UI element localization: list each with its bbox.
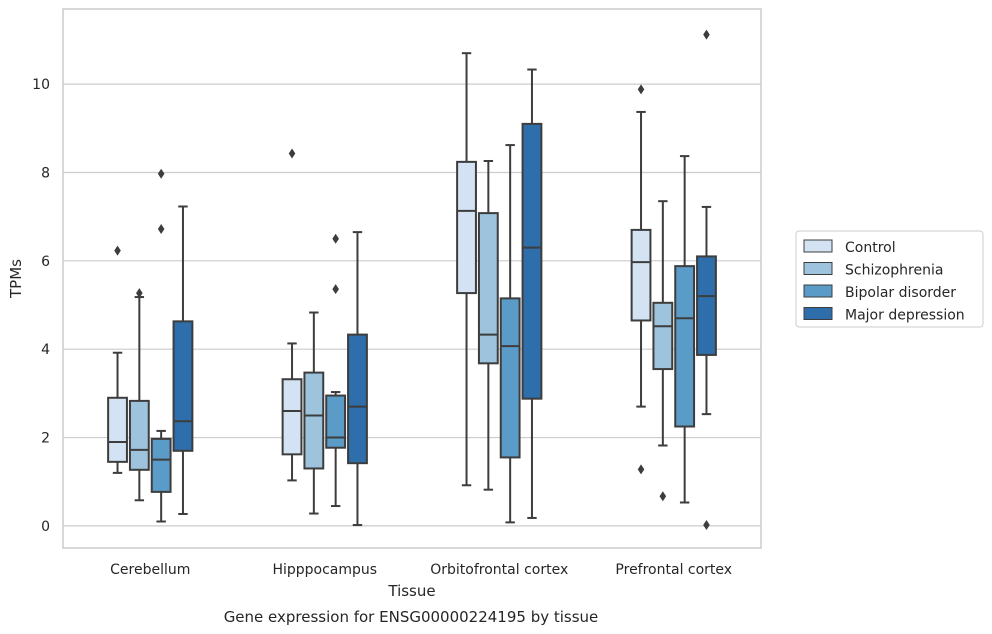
outlier-point: [136, 288, 143, 299]
y-tick-label: 4: [41, 342, 50, 358]
x-tick-label: Cerebellum: [110, 562, 190, 578]
y-axis-label: TPMs: [7, 259, 25, 299]
legend-label: Control: [845, 240, 896, 256]
outlier-point: [157, 224, 165, 235]
outlier-point: [703, 520, 710, 531]
y-tick-label: 2: [41, 431, 50, 447]
legend-frame: [795, 230, 984, 328]
outlier-point: [114, 245, 121, 256]
x-tick-label: Orbitofrontal cortex: [430, 562, 568, 578]
box: [150, 168, 172, 523]
outlier-point: [332, 284, 339, 295]
box-body: [499, 297, 521, 459]
box-groups: [107, 29, 717, 531]
box-body: [477, 212, 499, 365]
legend-swatch: [803, 284, 833, 298]
outlier-point: [703, 29, 710, 40]
chart-caption: Gene expression for ENSG00000224195 by t…: [224, 608, 599, 626]
box: [696, 29, 717, 531]
box-body: [652, 301, 674, 371]
box-body: [347, 333, 368, 465]
box: [477, 159, 499, 491]
box-body: [456, 160, 477, 295]
series-major-depression: [172, 29, 717, 531]
box: [303, 311, 325, 515]
outlier-point: [332, 233, 339, 244]
box: [347, 231, 368, 527]
series-schizophrenia: [128, 159, 674, 515]
legend-label: Bipolar disorder: [845, 285, 956, 301]
outlier-point: [637, 464, 645, 475]
x-tick-label: Hipppocampus: [272, 562, 377, 578]
plot-frame: [62, 8, 762, 549]
legend-label: Schizophrenia: [845, 263, 943, 279]
box: [652, 200, 674, 502]
legend: Control Schizophrenia Bipolar disorder Majo…: [795, 230, 984, 328]
legend-label: Major depression: [845, 308, 965, 324]
x-tick-label: Prefrontal cortex: [615, 562, 732, 578]
box: [630, 84, 652, 475]
legend-swatch: [803, 239, 833, 253]
box-body: [281, 378, 303, 456]
box: [521, 68, 543, 519]
box-body: [630, 228, 652, 322]
outlier-point: [157, 168, 165, 179]
box-body: [674, 265, 696, 428]
legend-swatch: [803, 307, 833, 320]
box: [107, 245, 128, 474]
y-tick-label: 10: [32, 77, 50, 93]
series-control: [107, 52, 652, 487]
x-axis-label: Tissue: [387, 582, 435, 600]
box-body: [150, 437, 172, 493]
box-body: [107, 396, 128, 463]
y-tick-label: 0: [41, 519, 50, 535]
series-bipolar-disorder: [150, 144, 696, 524]
box: [128, 288, 150, 502]
x-tick-labels: Cerebellum Hipppocampus Orbitofrontal cort…: [110, 562, 732, 578]
legend-swatch: [803, 262, 833, 275]
box: [325, 233, 347, 508]
y-tick-labels: 0 2 4 6 8 10: [32, 77, 50, 535]
outlier-point: [659, 491, 667, 502]
box-body: [303, 371, 325, 470]
box: [456, 52, 477, 487]
box: [499, 144, 521, 524]
outlier-point: [288, 148, 296, 159]
y-tick-label: 8: [41, 165, 50, 181]
box-body: [172, 320, 194, 452]
outlier-point: [637, 84, 645, 95]
box-body: [325, 394, 347, 449]
box: [281, 148, 303, 482]
box-body: [521, 122, 543, 400]
box-body: [128, 399, 150, 471]
box-body: [696, 255, 717, 356]
y-tick-label: 6: [41, 254, 50, 270]
box: [172, 205, 194, 515]
box: [674, 155, 696, 504]
